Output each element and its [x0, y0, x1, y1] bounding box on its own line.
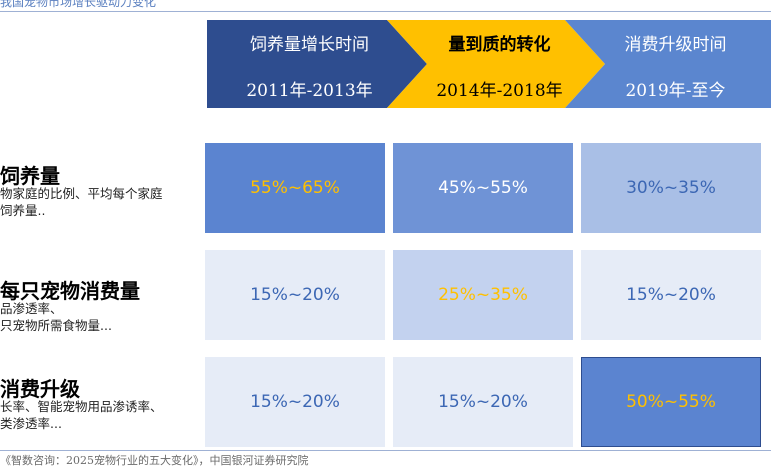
phase-arrow-1 [207, 20, 427, 108]
cell-r3-c1: 15%~20% [205, 357, 385, 447]
phase-1-period: 2011年-2013年 [246, 81, 373, 101]
row-2-heading: 每只宠物消费量 [0, 279, 140, 303]
phase-2-name: 量到质的转化 [448, 35, 551, 55]
phase-arrow-2 [387, 20, 605, 108]
cell-r2-c2: 25%~35% [393, 250, 573, 340]
cell-r3-c3: 50%~55% [581, 357, 761, 447]
figure-title: 我国宠物市场增长驱动力变化 [0, 0, 157, 9]
cell-r3-c2: 15%~20% [393, 357, 573, 447]
source-divider [0, 450, 771, 451]
phase-1-name: 饲养量增长时间 [250, 35, 369, 55]
row-2-desc-line-1: 品渗透率、 [0, 301, 63, 316]
cell-r1-c3: 30%~35% [581, 143, 761, 233]
cell-r2-c1: 15%~20% [205, 250, 385, 340]
row-1-desc-line-2: 饲养量.. [0, 203, 46, 218]
row-2-desc-line-2: 只宠物所需食物量... [0, 318, 112, 333]
row-3-desc-line-1: 长率、智能宠物用品渗诱率、 [0, 399, 163, 414]
row-1-desc-line-1: 物家庭的比例、平均每个家庭 [0, 186, 163, 201]
phase-3-name: 消费升级时间 [624, 35, 727, 55]
phase-arrow-3 [565, 20, 771, 108]
source-note: 《智数咨询：2025宠物行业的五大变化》，中国银河证券研究院 [0, 454, 309, 467]
phase-3-period: 2019年-至今 [625, 81, 726, 101]
cell-r1-c2: 45%~55% [393, 143, 573, 233]
row-3-heading: 消费升级 [0, 377, 80, 401]
row-3-desc-line-2: 类渗透率... [0, 416, 62, 431]
title-divider [0, 11, 771, 12]
cell-r1-c1: 55%~65% [205, 143, 385, 233]
phase-2-period: 2014年-2018年 [436, 81, 563, 101]
phase-arrows [207, 20, 771, 108]
cell-r2-c3: 15%~20% [581, 250, 761, 340]
row-1-heading: 饲养量 [0, 164, 60, 188]
